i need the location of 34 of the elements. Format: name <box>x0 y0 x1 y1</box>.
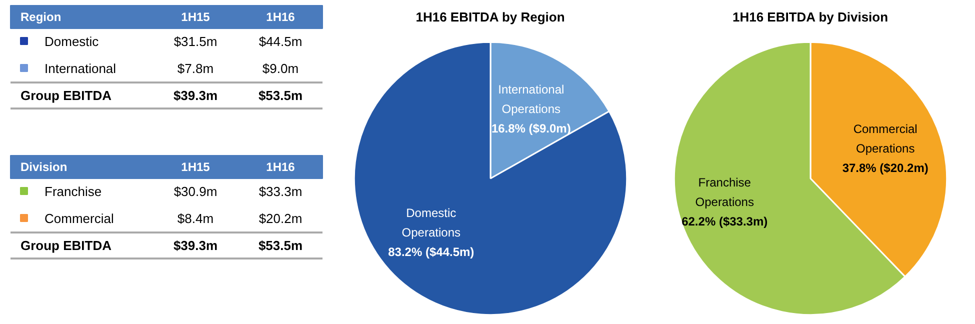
category-label: Franchise <box>44 184 102 199</box>
slice-label: Domestic Operations <box>402 206 460 240</box>
chart-title: 1H16 EBITDA by Division <box>732 10 888 25</box>
category-label: Domestic <box>44 34 100 49</box>
text: $33.3m <box>258 184 302 199</box>
text: Region <box>20 10 62 24</box>
text: $39.3m <box>173 238 218 253</box>
text: $53.5m <box>258 238 303 253</box>
text: $8.4m <box>177 211 214 226</box>
data-label: 62.2% ($33.3m) <box>682 214 768 228</box>
category-label: 1H15 <box>181 160 210 174</box>
chart-title: 1H16 EBITDA by Region <box>416 10 565 25</box>
text: $53.5m <box>258 88 303 103</box>
category-label: 1H16 <box>266 160 295 174</box>
text: $9.0m <box>262 61 299 76</box>
text: $31.5m <box>174 34 218 49</box>
category-label: Group EBITDA <box>20 238 112 253</box>
data-label: 16.8% ($9.0m) <box>491 121 571 136</box>
category-label: 1H16 <box>266 10 295 24</box>
text: $20.2m <box>258 211 302 226</box>
category-label: Group EBITDA <box>20 88 112 103</box>
text: Division <box>20 160 68 174</box>
slice-label: International Operations <box>498 82 564 116</box>
category-label: International <box>44 61 116 76</box>
category-label: Commercial <box>44 211 114 226</box>
data-label: 37.8% ($20.2m) <box>842 160 928 175</box>
data-label: 83.2% ($44.5m) <box>388 245 474 260</box>
text: $30.9m <box>174 184 218 199</box>
text: $7.8m <box>177 61 214 76</box>
slice-label: Franchise Operations <box>695 175 754 209</box>
text: $39.3m <box>173 88 218 103</box>
slice-label: Commercial Operations <box>853 122 918 156</box>
text: $44.5m <box>258 34 302 49</box>
category-label: 1H15 <box>181 10 210 24</box>
